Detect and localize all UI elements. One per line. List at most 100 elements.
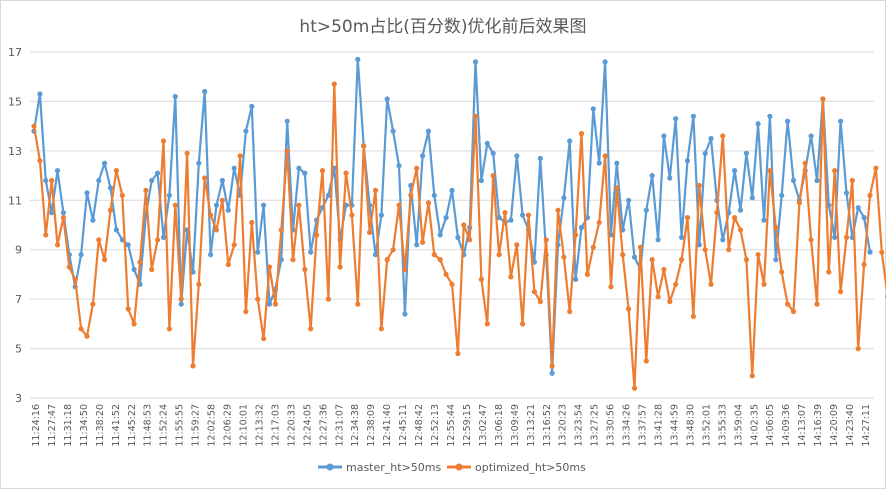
data-point xyxy=(844,235,849,240)
data-point xyxy=(161,235,166,240)
data-point xyxy=(538,299,543,304)
x-tick-label: 11:55:55 xyxy=(175,404,186,447)
data-point xyxy=(608,284,613,289)
data-point xyxy=(555,208,560,213)
data-point xyxy=(697,183,702,188)
data-point xyxy=(132,267,137,272)
data-point xyxy=(626,306,631,311)
x-tick-label: 11:59:27 xyxy=(191,404,202,447)
data-point xyxy=(361,143,366,148)
data-point xyxy=(691,314,696,319)
data-point xyxy=(779,193,784,198)
data-point xyxy=(773,225,778,230)
data-point xyxy=(632,255,637,260)
data-point xyxy=(367,230,372,235)
data-point xyxy=(414,166,419,171)
data-point xyxy=(84,190,89,195)
x-tick-label: 13:27:25 xyxy=(590,404,601,447)
x-tick-label: 13:48:30 xyxy=(685,404,696,447)
data-point xyxy=(31,124,36,129)
data-point xyxy=(402,267,407,272)
x-tick-label: 12:24:05 xyxy=(302,404,313,447)
data-point xyxy=(520,321,525,326)
data-point xyxy=(302,267,307,272)
data-point xyxy=(396,163,401,168)
data-point xyxy=(644,208,649,213)
data-point xyxy=(438,257,443,262)
x-tick-label: 11:34:50 xyxy=(79,404,90,447)
data-point xyxy=(867,193,872,198)
data-point xyxy=(756,121,761,126)
data-point xyxy=(126,242,131,247)
data-point xyxy=(685,158,690,163)
x-tick-label: 12:52:13 xyxy=(430,404,441,447)
data-point xyxy=(414,242,419,247)
data-point xyxy=(296,203,301,208)
data-point xyxy=(449,188,454,193)
data-point xyxy=(155,171,160,176)
data-point xyxy=(732,215,737,220)
data-point xyxy=(385,96,390,101)
x-tick-label: 12:34:38 xyxy=(350,404,361,447)
data-point xyxy=(750,195,755,200)
x-tick-label: 14:23:40 xyxy=(845,404,856,447)
data-point xyxy=(249,104,254,109)
data-point xyxy=(738,227,743,232)
x-tick-label: 12:55:44 xyxy=(446,404,457,447)
data-point xyxy=(797,200,802,205)
x-tick-label: 11:38:20 xyxy=(95,404,106,447)
data-point xyxy=(79,326,84,331)
data-point xyxy=(744,257,749,262)
data-point xyxy=(508,218,513,223)
y-tick-label: 3 xyxy=(15,392,22,405)
x-tick-label: 13:09:49 xyxy=(510,404,521,447)
data-point xyxy=(473,114,478,119)
data-point xyxy=(396,203,401,208)
data-point xyxy=(473,59,478,64)
data-point xyxy=(126,306,131,311)
data-point xyxy=(532,289,537,294)
x-tick-label: 12:27:36 xyxy=(318,404,329,447)
data-point xyxy=(61,215,66,220)
x-tick-label: 11:27:47 xyxy=(47,404,58,447)
data-point xyxy=(561,195,566,200)
data-point xyxy=(685,215,690,220)
data-point xyxy=(538,156,543,161)
data-point xyxy=(461,222,466,227)
data-point xyxy=(102,161,107,166)
data-point xyxy=(49,178,54,183)
data-point xyxy=(43,232,48,237)
data-point xyxy=(720,133,725,138)
data-point xyxy=(167,193,172,198)
data-point xyxy=(343,171,348,176)
data-point xyxy=(308,326,313,331)
data-point xyxy=(814,178,819,183)
y-tick-label: 13 xyxy=(8,145,22,158)
data-point xyxy=(420,240,425,245)
data-point xyxy=(314,232,319,237)
data-point xyxy=(255,297,260,302)
x-tick-label: 13:30:56 xyxy=(606,404,617,447)
data-point xyxy=(285,148,290,153)
y-tick-label: 5 xyxy=(15,343,22,356)
legend-marker-master xyxy=(327,464,334,471)
y-tick-label: 9 xyxy=(15,244,22,257)
data-point xyxy=(614,185,619,190)
data-point xyxy=(338,264,343,269)
data-point xyxy=(55,168,60,173)
data-point xyxy=(84,334,89,339)
data-point xyxy=(355,57,360,62)
x-tick-label: 12:02:58 xyxy=(207,404,218,447)
x-tick-label: 14:06:05 xyxy=(765,404,776,447)
data-point xyxy=(856,205,861,210)
data-point xyxy=(656,294,661,299)
data-point xyxy=(161,138,166,143)
data-point xyxy=(220,198,225,203)
data-point xyxy=(290,257,295,262)
data-point xyxy=(243,129,248,134)
data-point xyxy=(408,193,413,198)
data-point xyxy=(379,213,384,218)
data-point xyxy=(391,129,396,134)
data-point xyxy=(108,185,113,190)
data-point xyxy=(96,178,101,183)
